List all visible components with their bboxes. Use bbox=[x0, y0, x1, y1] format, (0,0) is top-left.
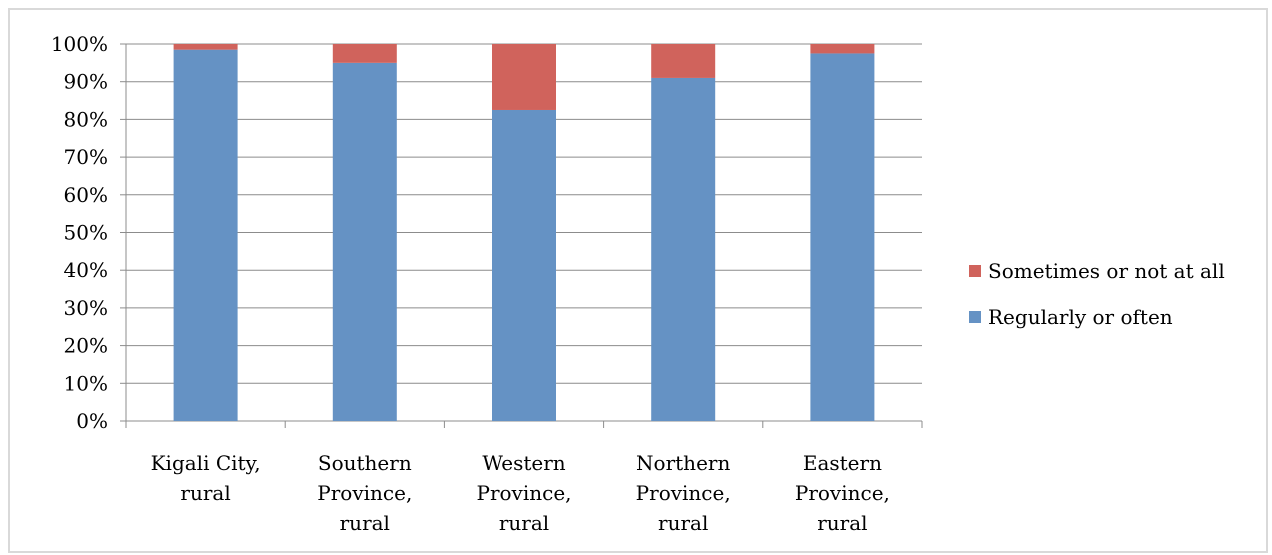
legend: Sometimes or not at all Regularly or ofte… bbox=[969, 259, 1225, 329]
x-category-label: Western Province, rural bbox=[476, 451, 571, 535]
legend-swatch bbox=[969, 311, 981, 323]
legend-label: Regularly or often bbox=[988, 305, 1173, 329]
y-tick-label: 40% bbox=[64, 258, 108, 282]
bar-segment bbox=[810, 44, 875, 54]
y-tick-label: 20% bbox=[64, 334, 108, 358]
bar-segment bbox=[332, 44, 397, 63]
y-tick-label: 10% bbox=[64, 371, 108, 395]
bar-segment bbox=[651, 77, 716, 422]
x-category-labels: Kigali City, rural Southern Province, rural W… bbox=[151, 451, 890, 535]
x-category-label: Kigali City, rural bbox=[151, 451, 261, 505]
y-tick-label: 30% bbox=[64, 296, 108, 320]
bar-segment bbox=[173, 49, 238, 421]
y-tick-labels: 0% 10% 20% 30% 40% 50% 60% 70% 80% 90% 100% bbox=[51, 32, 108, 433]
y-tick-label: 70% bbox=[64, 145, 108, 169]
y-tick-label: 100% bbox=[51, 32, 108, 56]
y-tick-label: 90% bbox=[64, 70, 108, 94]
y-tick-label: 80% bbox=[64, 107, 108, 131]
x-category-label: Southern Province, rural bbox=[317, 451, 412, 535]
legend-label: Sometimes or not at all bbox=[988, 259, 1225, 283]
bar-segment bbox=[651, 44, 716, 78]
x-category-label: Eastern Province, rural bbox=[795, 451, 890, 535]
y-tick-label: 0% bbox=[76, 409, 108, 433]
bar-segment bbox=[492, 44, 556, 110]
bar-segment bbox=[810, 53, 875, 422]
x-category-label: Northern Province, rural bbox=[636, 451, 731, 535]
y-tick-label: 60% bbox=[64, 183, 108, 207]
bars bbox=[173, 44, 875, 422]
legend-swatch bbox=[969, 265, 981, 277]
bar-segment bbox=[173, 44, 238, 50]
bar-segment bbox=[492, 109, 556, 421]
bar-segment bbox=[332, 62, 397, 421]
y-tick-label: 50% bbox=[64, 221, 108, 245]
